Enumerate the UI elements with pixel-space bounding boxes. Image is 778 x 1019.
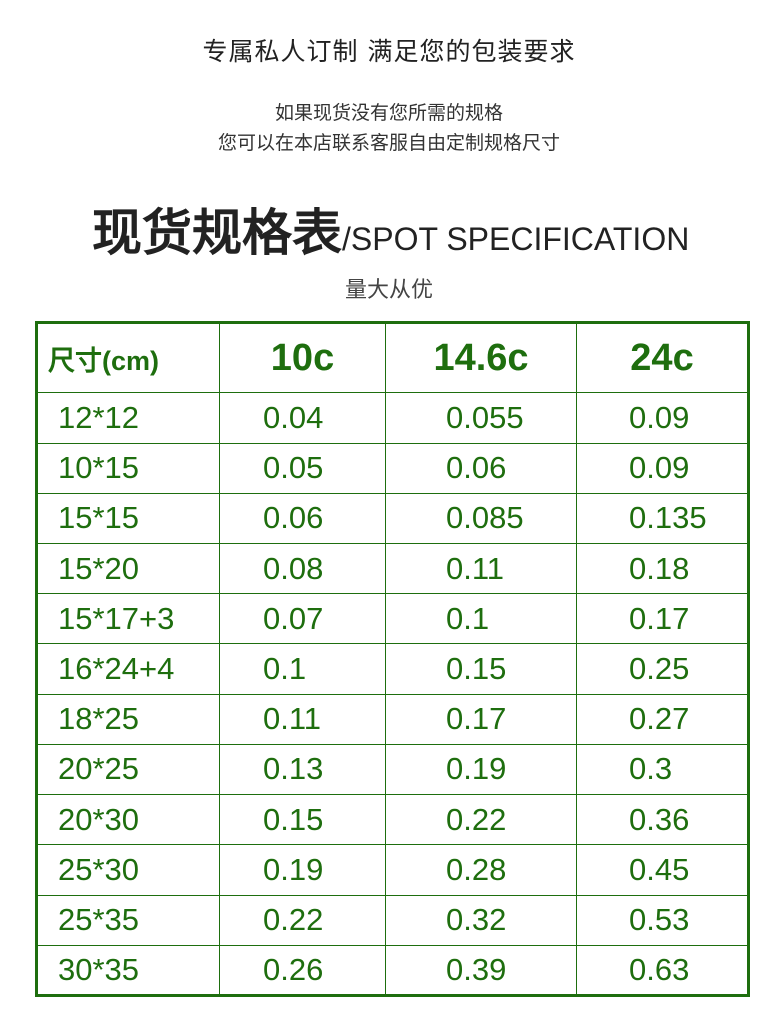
price-cell: 0.22 bbox=[219, 894, 386, 946]
price-cell: 0.04 bbox=[219, 392, 386, 444]
table-row: 15*20 0.08 0.11 0.18 bbox=[36, 542, 749, 595]
table-row: 15*15 0.06 0.085 0.135 bbox=[36, 492, 749, 544]
price-cell: 0.1 bbox=[385, 593, 577, 645]
table-row: 25*35 0.22 0.32 0.53 bbox=[36, 894, 749, 946]
price-cell: 0.11 bbox=[385, 542, 577, 595]
column-header: 尺寸(cm) bbox=[36, 321, 220, 394]
title-en: /SPOT SPECIFICATION bbox=[342, 221, 690, 257]
size-cell: 18*25 bbox=[36, 693, 220, 745]
note-line-1: 如果现货没有您所需的规格 bbox=[274, 102, 503, 124]
size-cell: 20*30 bbox=[36, 794, 220, 846]
price-cell: 0.05 bbox=[219, 442, 386, 494]
price-cell: 0.18 bbox=[576, 542, 749, 595]
table-row: 12*12 0.04 0.055 0.09 bbox=[36, 392, 749, 444]
table-row: 18*25 0.11 0.17 0.27 bbox=[36, 693, 749, 745]
price-cell: 0.085 bbox=[385, 492, 577, 544]
table-row: 25*30 0.19 0.28 0.45 bbox=[36, 844, 749, 896]
price-cell: 0.25 bbox=[576, 643, 749, 695]
column-header: 24c bbox=[576, 321, 749, 394]
note-line-2: 您可以在本店联系客服自由定制规格尺寸 bbox=[217, 132, 560, 154]
subtitle: 量大从优 bbox=[344, 278, 433, 303]
price-cell: 0.09 bbox=[576, 392, 749, 444]
page-title: 现货规格表/SPOT SPECIFICATION bbox=[92, 193, 689, 265]
price-cell: 0.28 bbox=[385, 844, 577, 896]
size-cell: 25*35 bbox=[36, 894, 220, 946]
size-cell: 12*12 bbox=[36, 392, 220, 444]
tagline: 专属私人订制 满足您的包装要求 bbox=[202, 37, 576, 66]
price-cell: 0.09 bbox=[576, 442, 749, 494]
table-row: 10*15 0.05 0.06 0.09 bbox=[36, 442, 749, 494]
price-cell: 0.17 bbox=[385, 693, 577, 745]
title-cn: 现货规格表 bbox=[92, 204, 342, 262]
column-header: 10c bbox=[219, 321, 386, 394]
custom-note: 如果现货没有您所需的规格 您可以在本店联系客服自由定制规格尺寸 bbox=[0, 98, 778, 158]
price-cell: 0.32 bbox=[385, 894, 577, 946]
price-cell: 0.06 bbox=[219, 492, 386, 544]
price-cell: 0.36 bbox=[576, 794, 749, 846]
price-cell: 0.27 bbox=[576, 693, 749, 745]
price-cell: 0.06 bbox=[385, 442, 577, 494]
size-cell: 15*20 bbox=[36, 542, 220, 595]
size-cell: 30*35 bbox=[36, 944, 220, 997]
price-cell: 0.19 bbox=[219, 844, 386, 896]
price-cell: 0.39 bbox=[385, 944, 577, 997]
size-cell: 15*15 bbox=[36, 492, 220, 544]
price-cell: 0.13 bbox=[219, 743, 386, 796]
price-cell: 0.07 bbox=[219, 593, 386, 645]
column-header: 14.6c bbox=[385, 321, 577, 394]
price-cell: 0.135 bbox=[576, 492, 749, 544]
size-cell: 20*25 bbox=[36, 743, 220, 796]
price-cell: 0.15 bbox=[219, 794, 386, 846]
table-row: 15*17+3 0.07 0.1 0.17 bbox=[36, 593, 749, 645]
price-cell: 0.3 bbox=[576, 743, 749, 796]
price-cell: 0.055 bbox=[385, 392, 577, 444]
price-cell: 0.45 bbox=[576, 844, 749, 896]
size-cell: 25*30 bbox=[36, 844, 220, 896]
spec-table: 尺寸(cm) 10c 14.6c 24c 12*12 0.04 0.055 0.09 10*15… bbox=[35, 321, 750, 997]
price-cell: 0.26 bbox=[219, 944, 386, 997]
price-cell: 0.08 bbox=[219, 542, 386, 595]
size-cell: 16*24+4 bbox=[36, 643, 220, 695]
table-row: 16*24+4 0.1 0.15 0.25 bbox=[36, 643, 749, 695]
table-header-row: 尺寸(cm) 10c 14.6c 24c bbox=[36, 321, 749, 394]
price-cell: 0.15 bbox=[385, 643, 577, 695]
table-row: 30*35 0.26 0.39 0.63 bbox=[36, 944, 749, 997]
price-cell: 0.1 bbox=[219, 643, 386, 695]
table-row: 20*30 0.15 0.22 0.36 bbox=[36, 794, 749, 846]
price-cell: 0.19 bbox=[385, 743, 577, 796]
price-cell: 0.17 bbox=[576, 593, 749, 645]
price-cell: 0.22 bbox=[385, 794, 577, 846]
price-cell: 0.53 bbox=[576, 894, 749, 946]
size-cell: 10*15 bbox=[36, 442, 220, 494]
price-cell: 0.11 bbox=[219, 693, 386, 745]
size-cell: 15*17+3 bbox=[36, 593, 220, 645]
table-row: 20*25 0.13 0.19 0.3 bbox=[36, 743, 749, 796]
price-cell: 0.63 bbox=[576, 944, 749, 997]
